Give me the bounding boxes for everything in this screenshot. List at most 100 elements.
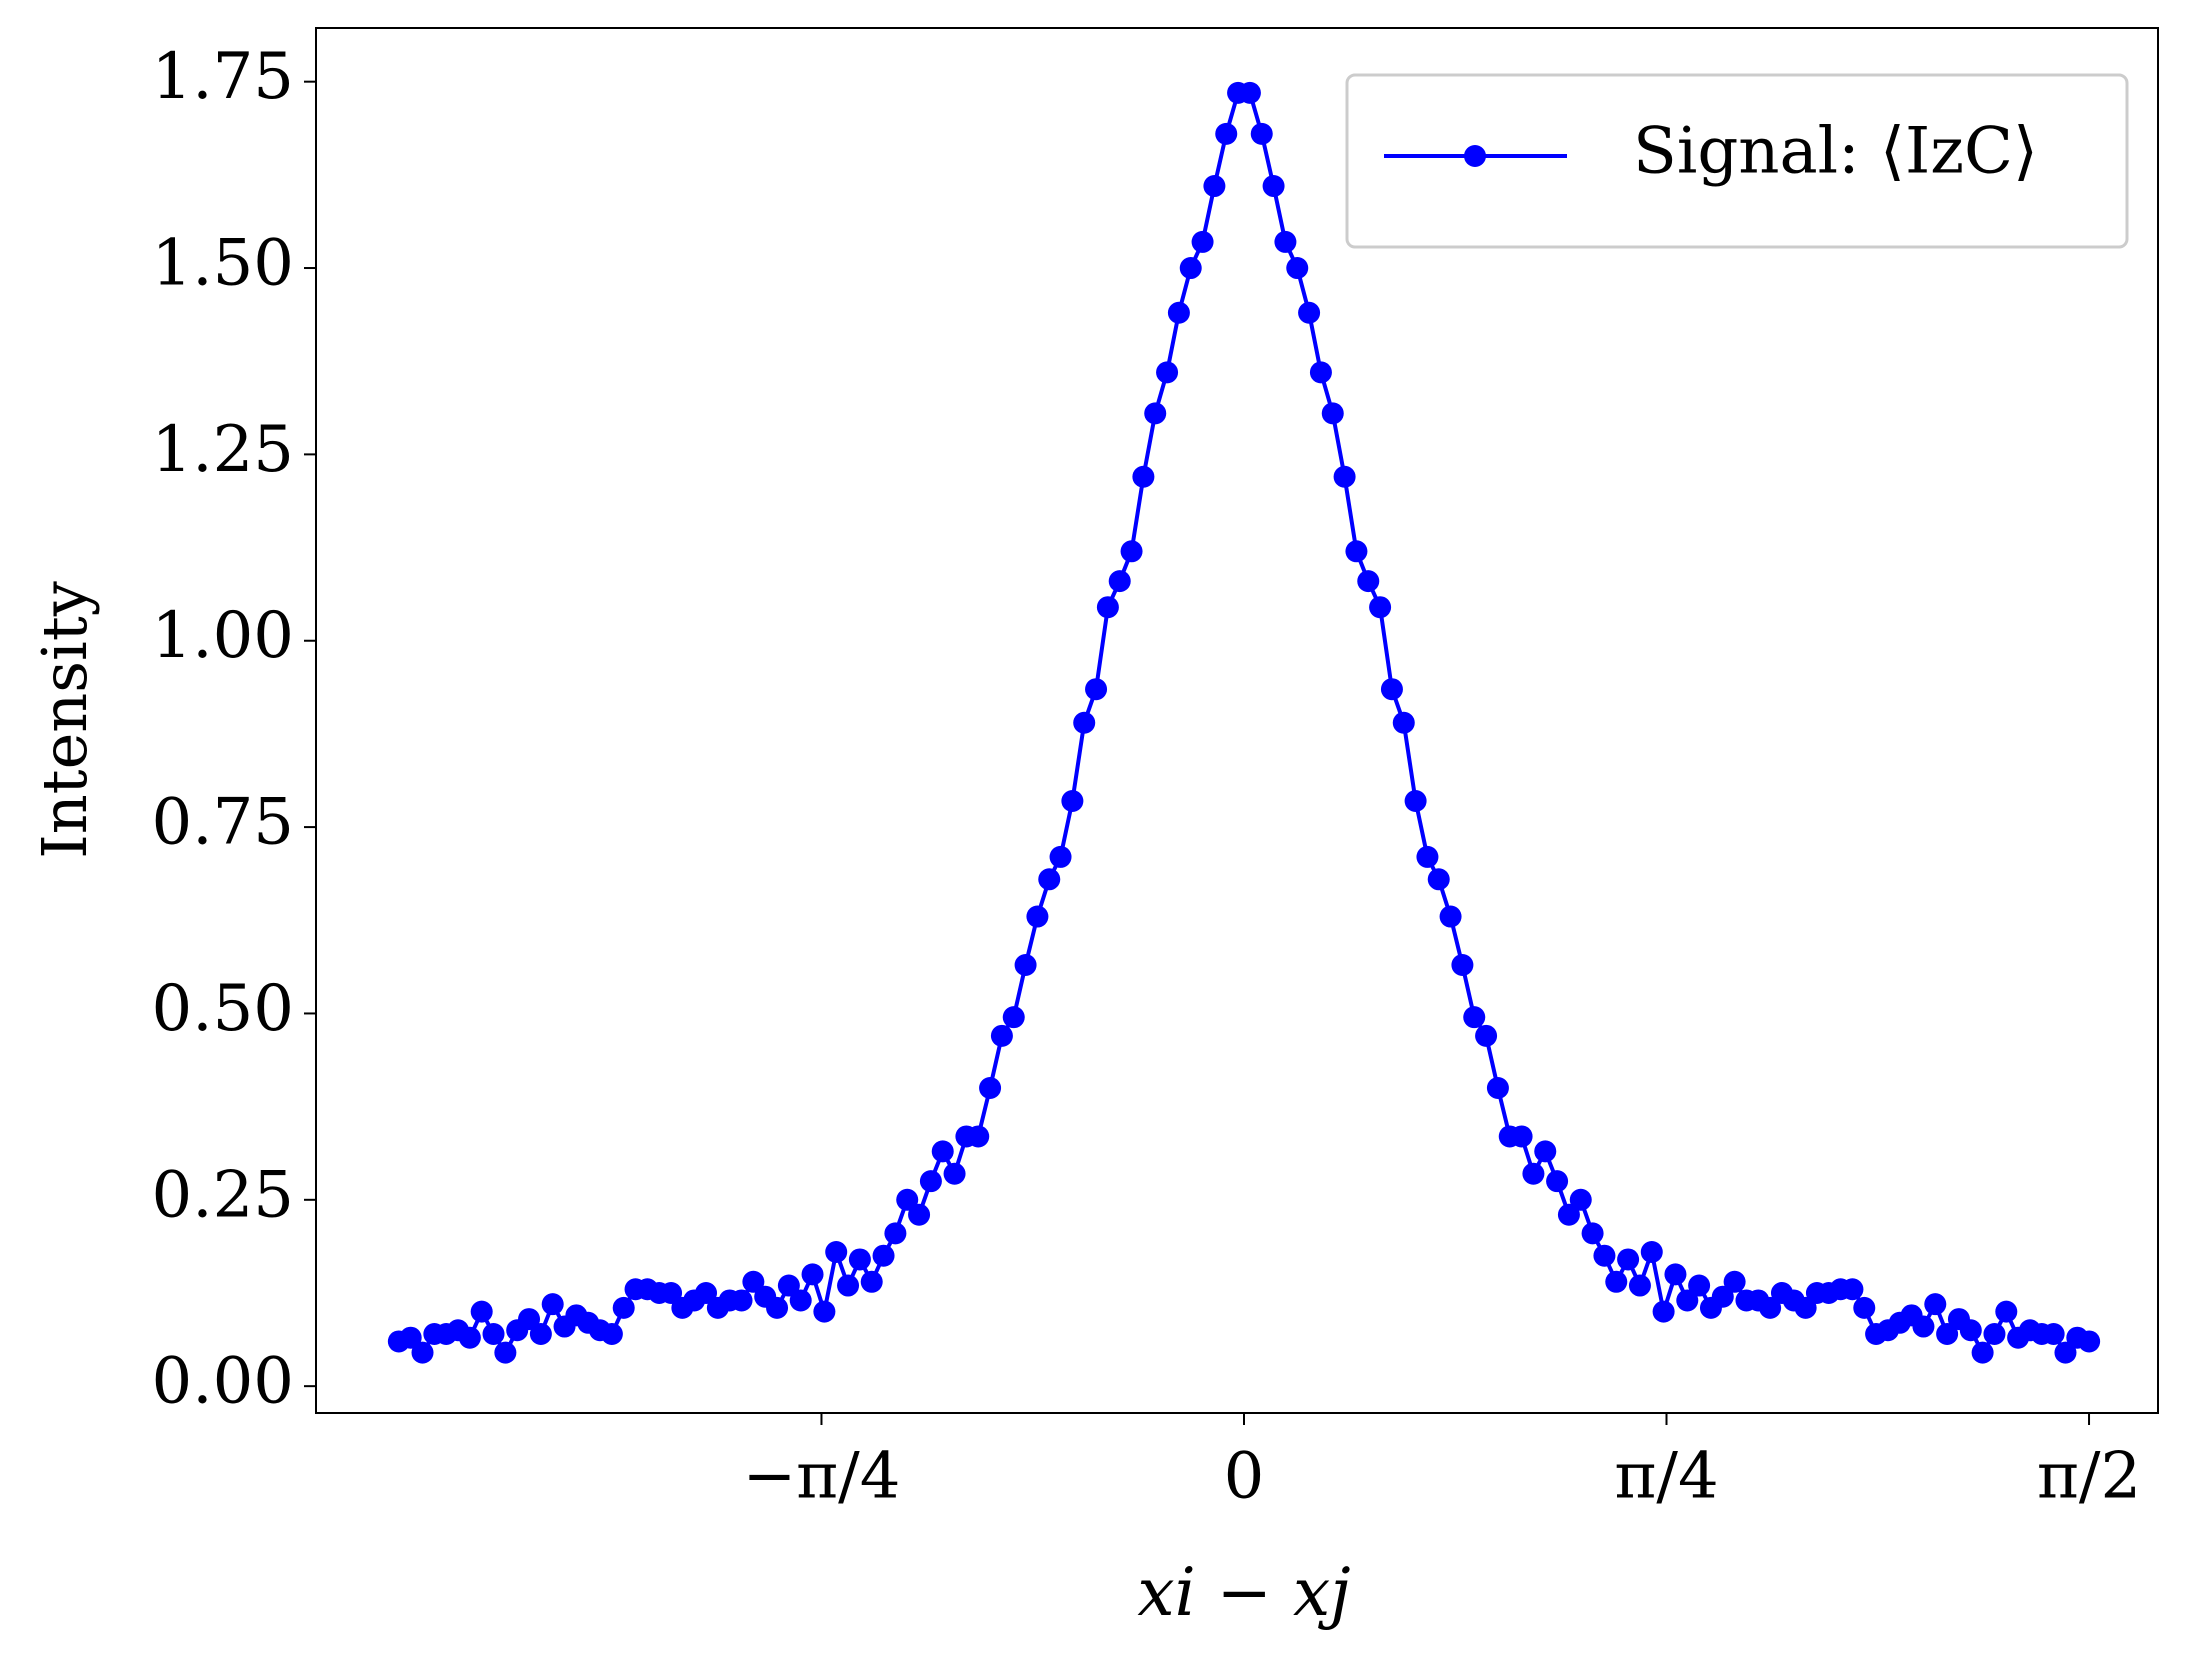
marker [1510,1125,1533,1148]
marker [482,1322,505,1345]
marker [1298,301,1321,324]
marker [801,1263,824,1286]
marker [458,1326,481,1349]
marker [919,1170,942,1193]
marker [1404,790,1427,813]
marker [1688,1274,1711,1297]
marker [1357,570,1380,593]
x-tick-label: π/4 [1614,1440,1718,1514]
marker [1759,1296,1782,1319]
marker [1475,1024,1498,1047]
marker [1309,361,1332,384]
marker [600,1322,623,1345]
legend-marker [1464,145,1486,167]
marker [1912,1315,1935,1338]
marker [494,1341,517,1364]
marker [1723,1270,1746,1293]
marker [399,1326,422,1349]
marker [529,1322,552,1345]
marker [1132,465,1155,488]
marker [1026,905,1049,928]
y-axis-label: Intensity [28,581,101,859]
marker [1333,465,1356,488]
y-tick-label: 0.25 [152,1158,295,1232]
marker [470,1300,493,1323]
marker [1711,1285,1734,1308]
marker [1321,402,1344,425]
legend-box [1345,73,2129,249]
marker [1191,230,1214,253]
marker [1617,1248,1640,1271]
marker [1120,540,1143,563]
marker [1983,1322,2006,1345]
marker [1427,868,1450,891]
marker [2078,1330,2101,1353]
marker [1061,790,1084,813]
marker [612,1296,635,1319]
marker [872,1244,895,1267]
y-tick-label: 1.75 [152,40,295,114]
y-tick-label: 0.50 [152,972,295,1046]
marker [1002,1006,1025,1029]
marker [1924,1293,1947,1316]
marker [967,1125,990,1148]
marker [1144,402,1167,425]
marker [1380,678,1403,701]
marker [1959,1319,1982,1342]
marker [825,1240,848,1263]
marker [1038,868,1061,891]
marker [979,1076,1002,1099]
marker [1085,678,1108,701]
marker [1416,845,1439,868]
marker [1073,711,1096,734]
marker [1522,1162,1545,1185]
marker [884,1222,907,1245]
x-axis-label: xi − xj [1137,1554,1350,1631]
marker [1664,1263,1687,1286]
marker [541,1293,564,1316]
marker [1534,1140,1557,1163]
marker [896,1188,919,1211]
y-tick-label: 1.00 [152,599,295,673]
x-tick-label: −π/4 [742,1440,900,1514]
marker [1369,596,1392,619]
marker [1628,1274,1651,1297]
marker [766,1296,789,1319]
marker [931,1140,954,1163]
marker [742,1270,765,1293]
marker [1262,175,1285,198]
marker [1096,596,1119,619]
marker [1451,953,1474,976]
marker [1971,1341,1994,1364]
marker [1936,1322,1959,1345]
marker [1345,540,1368,563]
marker [1108,570,1131,593]
marker [1203,175,1226,198]
marker [1794,1296,1817,1319]
marker [1179,257,1202,280]
marker [1286,257,1309,280]
marker [848,1248,871,1271]
marker [837,1274,860,1297]
marker [1995,1300,2018,1323]
marker [1853,1296,1876,1319]
marker [695,1281,718,1304]
marker [990,1024,1013,1047]
marker [660,1281,683,1304]
marker [777,1274,800,1297]
marker [1392,711,1415,734]
marker [1640,1240,1663,1263]
marker [1250,122,1273,145]
y-tick-label: 1.25 [152,413,295,487]
marker [730,1289,753,1312]
x-tick-label: π/2 [2037,1440,2141,1514]
marker [908,1203,931,1226]
marker [1676,1289,1699,1312]
marker [2042,1322,2065,1345]
marker [1274,230,1297,253]
marker [1439,905,1462,928]
marker [789,1289,812,1312]
marker [1605,1270,1628,1293]
marker [943,1162,966,1185]
